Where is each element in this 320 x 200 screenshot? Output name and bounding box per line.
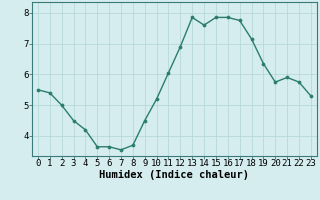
X-axis label: Humidex (Indice chaleur): Humidex (Indice chaleur) [100, 170, 249, 180]
